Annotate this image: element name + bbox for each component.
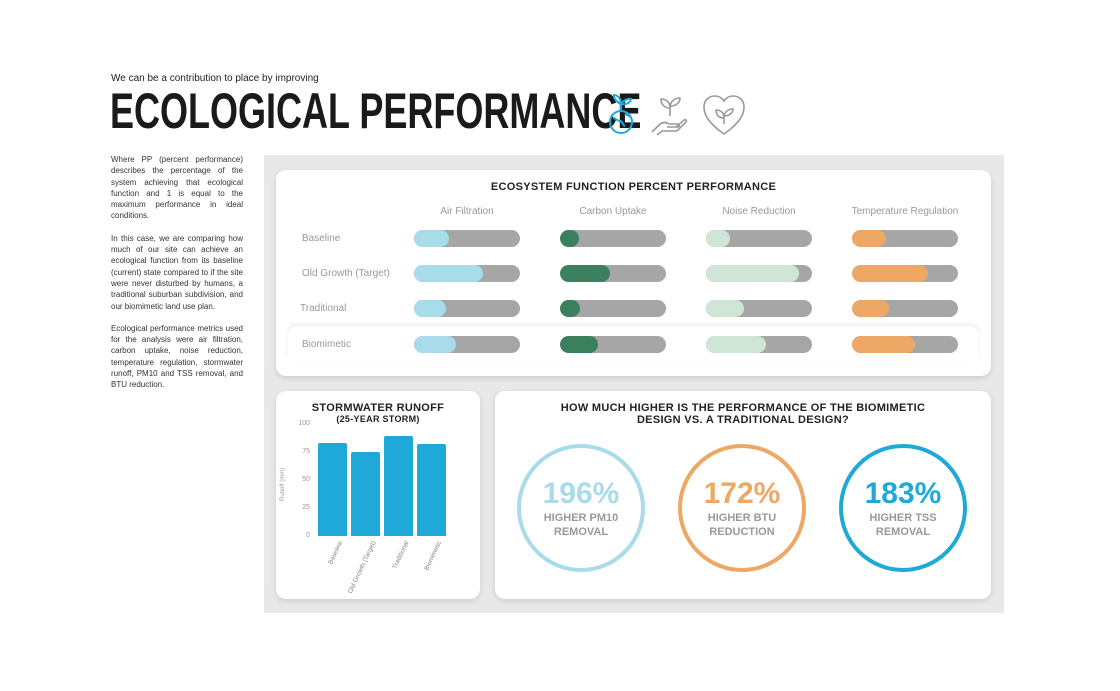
row-label: Old Growth (Target)	[302, 268, 390, 279]
performance-bar	[560, 300, 666, 317]
y-axis-label: Runoff (mm)	[280, 467, 286, 501]
y-tick-label: 100	[298, 420, 310, 427]
runoff-bar	[318, 443, 347, 536]
row-label: Baseline	[302, 233, 341, 244]
performance-bar	[414, 300, 520, 317]
percentage-value: 196%	[542, 477, 620, 510]
comparison-label: HIGHER TSS	[869, 512, 937, 524]
heart-leaf-icon	[703, 95, 745, 135]
performance-bar-fill	[560, 336, 599, 353]
hand-plant-icon	[651, 97, 688, 136]
performance-bar-fill	[852, 265, 929, 282]
infographic-panel: ECOSYSTEM FUNCTION PERCENT PERFORMANCE A…	[264, 155, 1004, 613]
performance-bar-fill	[852, 230, 886, 247]
comparison-label: HIGHER BTU	[707, 512, 777, 524]
percentage-value: 172%	[703, 477, 781, 510]
comparison-title-2: DESIGN VS. A TRADITIONAL DESIGN?	[636, 414, 850, 426]
x-tick-label: Biomimetic	[423, 540, 444, 572]
page-title: ECOLOGICAL PERFORMANCE	[110, 83, 642, 139]
stormwater-card: STORMWATER RUNOFF (25-YEAR STORM) Runoff…	[276, 391, 480, 599]
performance-bar	[560, 336, 666, 353]
x-tick-label: Old Growth (Target)	[346, 540, 378, 595]
subtitle: We can be a contribution to place by imp…	[111, 73, 319, 84]
performance-bar-fill	[706, 265, 800, 282]
performance-bar-fill	[852, 336, 915, 353]
performance-bar	[852, 336, 958, 353]
row-label: Traditional	[300, 303, 347, 314]
runoff-bar	[417, 444, 446, 536]
performance-bar	[706, 336, 812, 353]
performance-bar-fill	[414, 336, 457, 353]
performance-bar-fill	[706, 230, 731, 247]
performance-bar	[560, 265, 666, 282]
comparison-circle: 183% HIGHER TSS REMOVAL	[839, 444, 967, 572]
runoff-bar	[351, 452, 380, 536]
performance-bar	[852, 300, 958, 317]
row-label: Biomimetic	[302, 339, 351, 350]
y-tick-label: 25	[302, 504, 310, 511]
performance-bar-fill	[852, 300, 890, 317]
description-paragraph: Where PP (percent performance) describes…	[111, 155, 243, 221]
column-header: Air Filtration	[440, 206, 494, 217]
performance-bar-fill	[414, 265, 483, 282]
description-paragraph: Ecological performance metrics used for …	[111, 323, 243, 390]
comparison-card: HOW MUCH HIGHER IS THE PERFORMANCE OF TH…	[495, 391, 991, 599]
performance-bar-fill	[706, 300, 745, 317]
performance-bar	[560, 230, 666, 247]
performance-bar	[852, 265, 958, 282]
percentage-value: 183%	[864, 477, 942, 510]
performance-bar-fill	[414, 300, 446, 317]
stormwater-title: STORMWATER RUNOFF	[311, 402, 445, 414]
performance-bar	[852, 230, 958, 247]
comparison-circle: 196% HIGHER PM10 REMOVAL	[517, 444, 645, 572]
x-tick-label: Traditional	[391, 540, 411, 571]
stormwater-subtitle: (25-YEAR STORM)	[336, 414, 420, 424]
percent-performance-title: ECOSYSTEM FUNCTION PERCENT PERFORMANCE	[490, 181, 777, 193]
performance-bar	[706, 265, 812, 282]
y-tick-label: 50	[302, 476, 310, 483]
description-paragraph: In this case, we are comparing how much …	[111, 233, 243, 311]
comparison-circle: 172% HIGHER BTU REDUCTION	[678, 444, 806, 572]
column-header: Carbon Uptake	[579, 206, 647, 217]
performance-bar	[706, 230, 812, 247]
performance-bar-fill	[706, 336, 767, 353]
comparison-label: REMOVAL	[553, 526, 609, 538]
performance-bar-fill	[560, 230, 580, 247]
percent-performance-card: ECOSYSTEM FUNCTION PERCENT PERFORMANCE A…	[276, 170, 991, 376]
description: Where PP (percent performance) describes…	[111, 154, 243, 402]
performance-bar-fill	[560, 300, 581, 317]
runoff-bar	[384, 436, 413, 536]
performance-bar	[414, 336, 520, 353]
comparison-title-1: HOW MUCH HIGHER IS THE PERFORMANCE OF TH…	[560, 402, 926, 414]
x-tick-label: Baseline	[327, 540, 345, 566]
performance-bar	[414, 230, 520, 247]
column-header: Noise Reduction	[722, 206, 796, 217]
performance-bar-fill	[414, 230, 449, 247]
performance-bar	[706, 300, 812, 317]
earth-sprout-icon	[609, 94, 633, 134]
performance-bar-fill	[560, 265, 610, 282]
comparison-label: REDUCTION	[709, 526, 775, 538]
comparison-label: HIGHER PM10	[543, 512, 619, 524]
y-tick-label: 75	[302, 448, 310, 455]
y-tick-label: 0	[306, 532, 310, 539]
comparison-label: REMOVAL	[875, 526, 931, 538]
performance-bar	[414, 265, 520, 282]
column-header: Temperature Regulation	[851, 206, 959, 217]
